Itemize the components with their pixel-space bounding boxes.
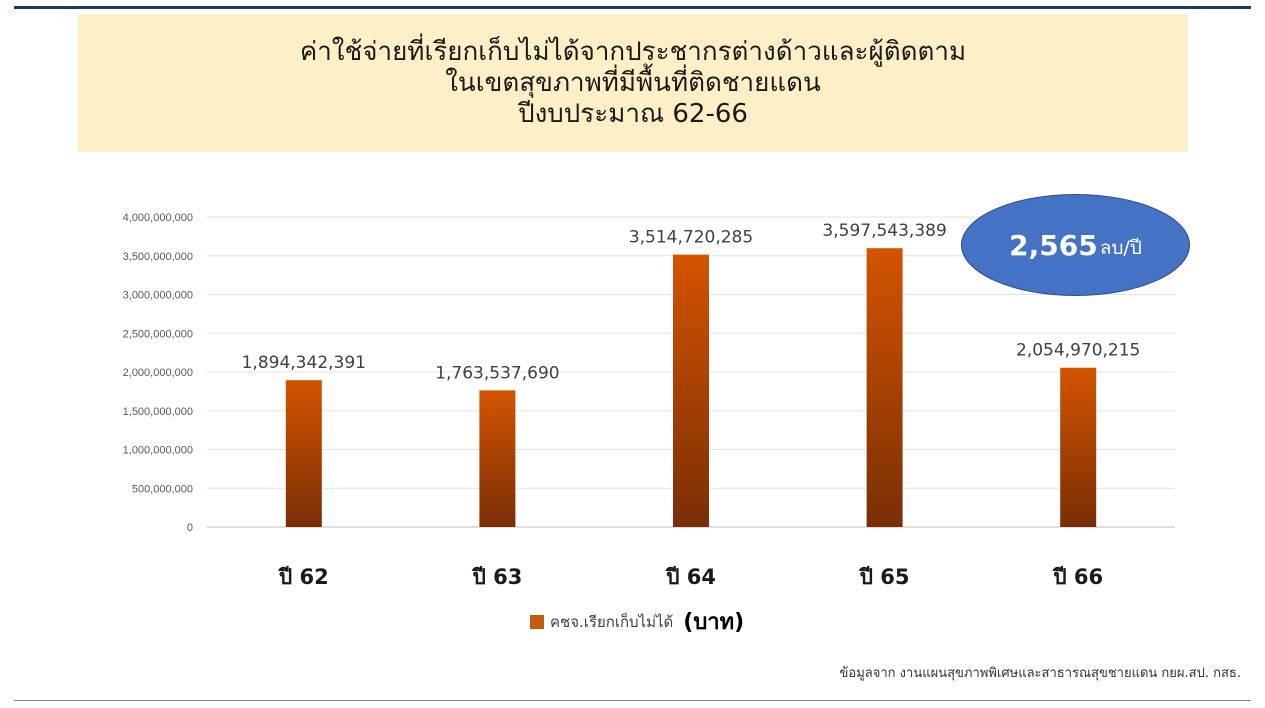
y-tick-label: 2,500,000,000 [123, 328, 193, 340]
legend-series-label: คชจ.เรียกเก็บไม่ได้ [550, 612, 674, 631]
chart-title-line-2: ในเขตสุขภาพที่มีพื้นที่ติดชายแดน [445, 67, 821, 98]
x-tick-label: ปี 63 [471, 565, 523, 589]
bar-chart: 0 500,000,000 1,000,000,000 1,500,000,000 2,… [123, 212, 1175, 589]
bar [866, 248, 903, 528]
callout-value: 2,565 [1009, 228, 1098, 262]
y-tick-label: 1,000,000,000 [123, 445, 193, 457]
bar [673, 254, 709, 527]
source-note: ข้อมูลจาก งานแผนสุขภาพพิเศษและสาธารณสุขช… [839, 666, 1241, 681]
x-tick-label: ปี 64 [664, 565, 716, 589]
legend-unit-label: (บาท) [683, 610, 745, 635]
data-labels: 1,894,342,391 1,763,537,690 3,514,720,285 3… [242, 221, 1141, 383]
y-axis-ticks: 0 500,000,000 1,000,000,000 1,500,000,000 2,… [123, 212, 193, 534]
y-tick-label: 1,500,000,000 [123, 406, 193, 418]
title-banner: ค่าใช้จ่ายที่เรียกเก็บไม่ได้จากประชากรต่… [78, 14, 1188, 152]
y-tick-label: 3,500,000,000 [123, 251, 193, 263]
data-label: 2,054,970,215 [1016, 341, 1140, 361]
y-tick-label: 3,000,000,000 [123, 290, 193, 302]
data-label: 3,514,720,285 [629, 228, 753, 248]
bars [285, 248, 1097, 528]
legend-swatch [530, 614, 544, 629]
bar [1060, 367, 1097, 527]
top-rule [14, 6, 1251, 9]
bar [285, 380, 322, 527]
callout-unit: ลบ/ปี [1099, 237, 1142, 259]
y-tick-label: 500,000,000 [132, 483, 193, 495]
y-tick-label: 4,000,000,000 [123, 212, 193, 224]
x-tick-label: ปี 65 [858, 565, 910, 589]
y-tick-label: 2,000,000,000 [123, 367, 193, 379]
average-callout: 2,565 ลบ/ปี [961, 194, 1190, 296]
data-label: 1,763,537,690 [435, 363, 559, 383]
x-axis-ticks: ปี 62 ปี 63 ปี 64 ปี 65 ปี 66 [277, 565, 1103, 589]
bottom-rule [14, 700, 1251, 701]
x-tick-label: ปี 66 [1052, 565, 1104, 589]
data-label: 1,894,342,391 [242, 353, 366, 373]
y-tick-label: 0 [187, 522, 193, 534]
data-label: 3,597,543,389 [822, 221, 946, 241]
chart-title-line-3: ปีงบประมาณ 62-66 [518, 98, 748, 129]
bar [479, 390, 516, 527]
x-tick-label: ปี 62 [277, 565, 329, 589]
chart-title-line-1: ค่าใช้จ่ายที่เรียกเก็บไม่ได้จากประชากรต่… [299, 36, 967, 67]
legend: คชจ.เรียกเก็บไม่ได้ (บาท) [530, 604, 744, 639]
